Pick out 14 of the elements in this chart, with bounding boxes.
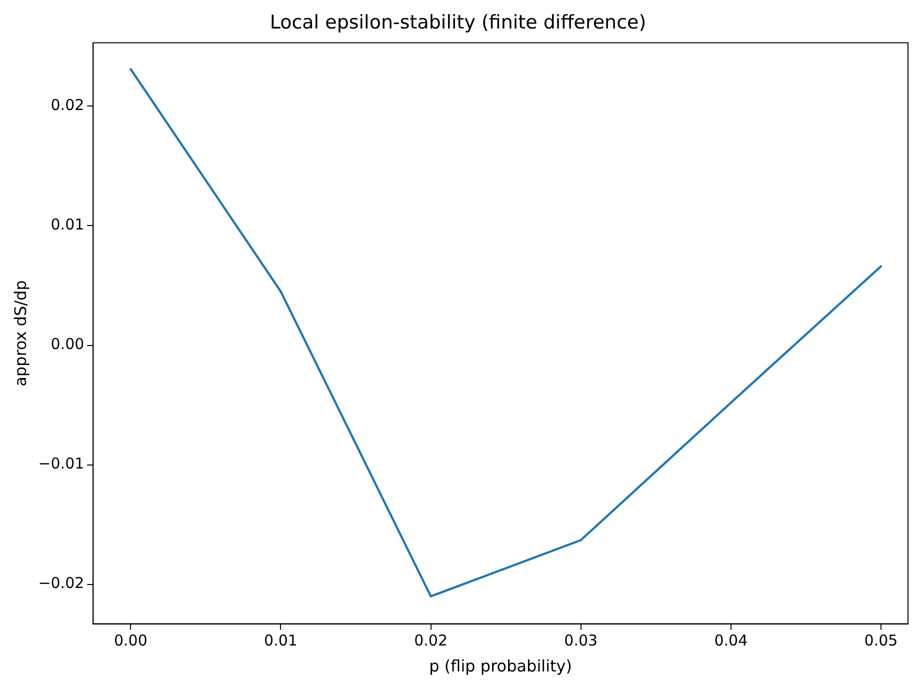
y-tick-label: 0.00 (50, 335, 84, 354)
x-axis-title: p (flip probability) (429, 656, 572, 676)
x-tick-label: 0.03 (564, 632, 598, 650)
chart-title: Local epsilon-stability (finite difference) (270, 11, 646, 34)
x-tick-label: 0.05 (864, 632, 898, 650)
y-tick-label: −0.02 (38, 574, 84, 592)
y-tick-label: 0.02 (50, 96, 84, 114)
x-tick-label: 0.01 (264, 632, 298, 650)
y-tick-label: 0.01 (50, 216, 84, 234)
x-tick-label: 0.02 (414, 632, 448, 650)
x-tick-label: 0.04 (714, 632, 748, 650)
y-axis-title: approx dS/dp (10, 280, 30, 386)
y-tick-label: −0.01 (38, 454, 84, 473)
x-tick-label: 0.00 (114, 632, 148, 650)
